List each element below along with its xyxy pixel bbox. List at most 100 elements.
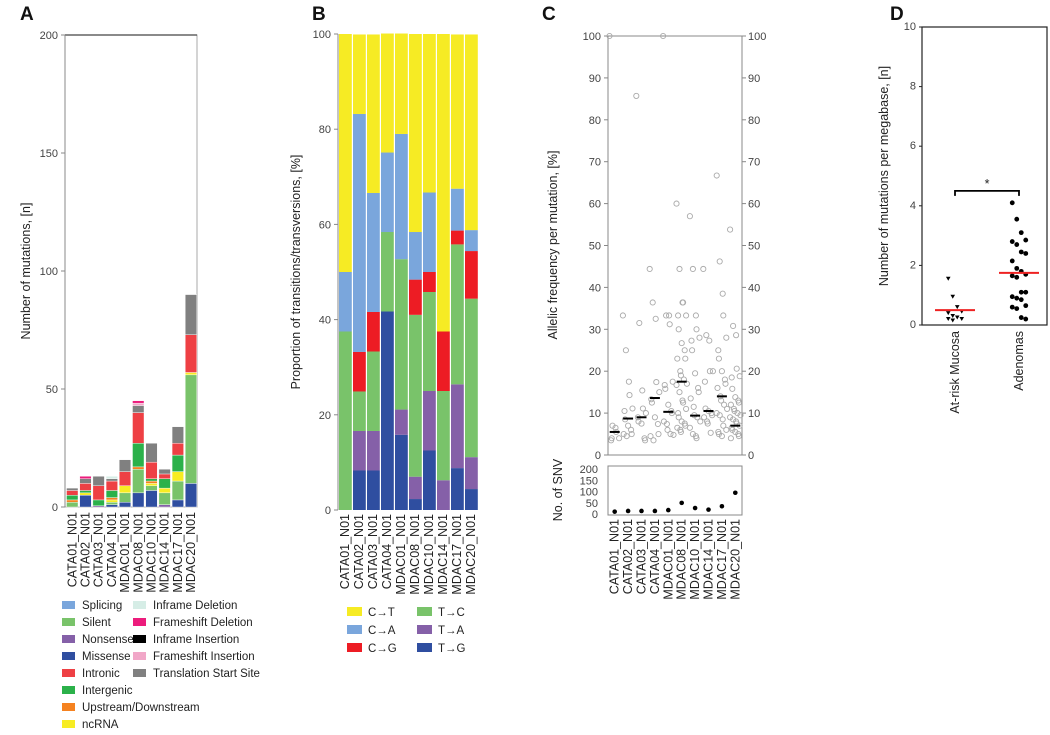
data-point: [704, 420, 711, 427]
data-point: [638, 420, 645, 427]
data-point-circle: [1009, 304, 1015, 310]
data-point: [660, 32, 667, 40]
data-point: [664, 426, 671, 433]
bar-segment-missense: [185, 483, 198, 508]
bar-segment-intronic: [132, 412, 145, 444]
data-point: [727, 401, 734, 408]
bar-segment: [367, 34, 380, 193]
panel-b-x-tick-label: CATA04_N01: [380, 514, 394, 589]
bar-segment: [367, 470, 380, 510]
panel-b-x-tick-label: CATA03_N01: [366, 514, 380, 589]
data-point: [666, 312, 673, 319]
data-point: [697, 418, 704, 425]
data-point-circle: [1023, 303, 1029, 309]
legend-swatch: [62, 635, 75, 643]
data-point-triangle: [945, 317, 951, 322]
bar-segment-translation-start-site: [92, 476, 105, 486]
data-point: [674, 355, 681, 362]
data-point: [715, 355, 722, 362]
data-point-circle: [1009, 294, 1015, 300]
bar-segment: [353, 391, 366, 431]
data-point: [730, 322, 737, 329]
data-point-circle: [1023, 237, 1029, 243]
panel-c-y-right-tick-label: 40: [748, 282, 760, 294]
data-point: [680, 399, 687, 406]
data-point: [668, 410, 675, 417]
snv-point: [719, 503, 725, 509]
data-point: [653, 379, 660, 386]
panel-a-x-tick-label: CATA02_N01: [78, 512, 92, 587]
panel-b-x-tick-label: MDAC01_N01: [394, 514, 408, 595]
data-point: [695, 384, 702, 392]
data-point-circle: [1009, 258, 1015, 264]
panel-a-y-tick-label: 150: [40, 148, 58, 160]
panel-d-frame: [921, 26, 1048, 326]
legend-swatch: [62, 601, 75, 609]
bar-segment: [423, 34, 436, 193]
panel-c-x-tick-label: MDAC20_N01: [728, 519, 742, 600]
data-point-circle: [1018, 297, 1024, 303]
bar-segment: [423, 291, 436, 391]
panel-c-snv-tick-label: 50: [586, 498, 598, 510]
panel-a-y-tick-label: 200: [40, 30, 58, 42]
bar-segment-upstream-downstream: [105, 497, 118, 501]
panel-c-y-right-tick-label: 60: [748, 199, 760, 211]
bar-segment: [465, 34, 478, 231]
panel-b-x-tick-label: MDAC08_N01: [408, 514, 422, 595]
data-point-triangle: [959, 317, 965, 322]
significance-marker: *: [985, 177, 990, 191]
bar-segment: [437, 331, 450, 391]
data-point: [678, 340, 685, 347]
legend-swatch: [62, 686, 75, 694]
bar-segment: [451, 188, 464, 231]
bar-segment-silent: [105, 502, 118, 505]
data-point: [629, 405, 636, 412]
data-point: [606, 32, 613, 40]
data-point: [729, 385, 736, 392]
bar-segment-intergenic: [171, 454, 184, 472]
panel-a-x-tick-label: MDAC20_N01: [184, 512, 198, 593]
bar-segment-translation-start-site: [66, 487, 79, 491]
bar-segment-missense: [119, 502, 132, 508]
data-point: [683, 312, 690, 319]
legend-swatch: [62, 669, 75, 677]
panel-letter-d: D: [890, 4, 904, 25]
legend-label: Frameshift Insertion: [153, 651, 255, 663]
bar-segment: [395, 259, 408, 410]
bar-segment-silent: [119, 492, 132, 503]
data-point: [636, 319, 643, 327]
bar-segment: [465, 457, 478, 490]
panel-c-x-tick-label: MDAC17_N01: [715, 519, 729, 600]
legend-swatch: [347, 643, 362, 652]
data-point: [677, 368, 684, 375]
data-point: [648, 396, 655, 403]
data-point: [727, 435, 734, 442]
bar-segment: [465, 298, 478, 458]
data-point-triangle: [950, 314, 956, 319]
legend-label: C→T: [368, 607, 395, 619]
panel-c-snv-tick-label: 0: [592, 509, 598, 521]
bar-segment-ncrna: [119, 485, 132, 494]
bar-segment: [381, 311, 394, 510]
panel-b-x-tick-label: MDAC17_N01: [450, 514, 464, 595]
bar-segment: [367, 311, 380, 352]
bar-segment-upstream-downstream: [66, 499, 79, 503]
data-point: [687, 395, 694, 402]
bar-segment-missense: [171, 499, 184, 508]
snv-point: [625, 508, 631, 514]
data-point: [667, 430, 674, 438]
data-point: [673, 381, 680, 389]
legend-swatch: [133, 635, 146, 643]
bar-segment: [381, 232, 394, 312]
legend-swatch: [133, 601, 146, 609]
data-point: [628, 426, 635, 433]
legend-label: T→G: [438, 643, 466, 655]
bar-segment: [451, 244, 464, 385]
data-point: [692, 370, 699, 377]
bar-segment: [451, 34, 464, 189]
panel-b-x-tick-label: MDAC20_N01: [464, 514, 478, 595]
data-point-circle: [1014, 274, 1020, 280]
legend-label: C→G: [368, 643, 397, 655]
bar-segment-intergenic: [145, 478, 158, 482]
panel-a-x-tick-label: MDAC10_N01: [144, 512, 158, 593]
